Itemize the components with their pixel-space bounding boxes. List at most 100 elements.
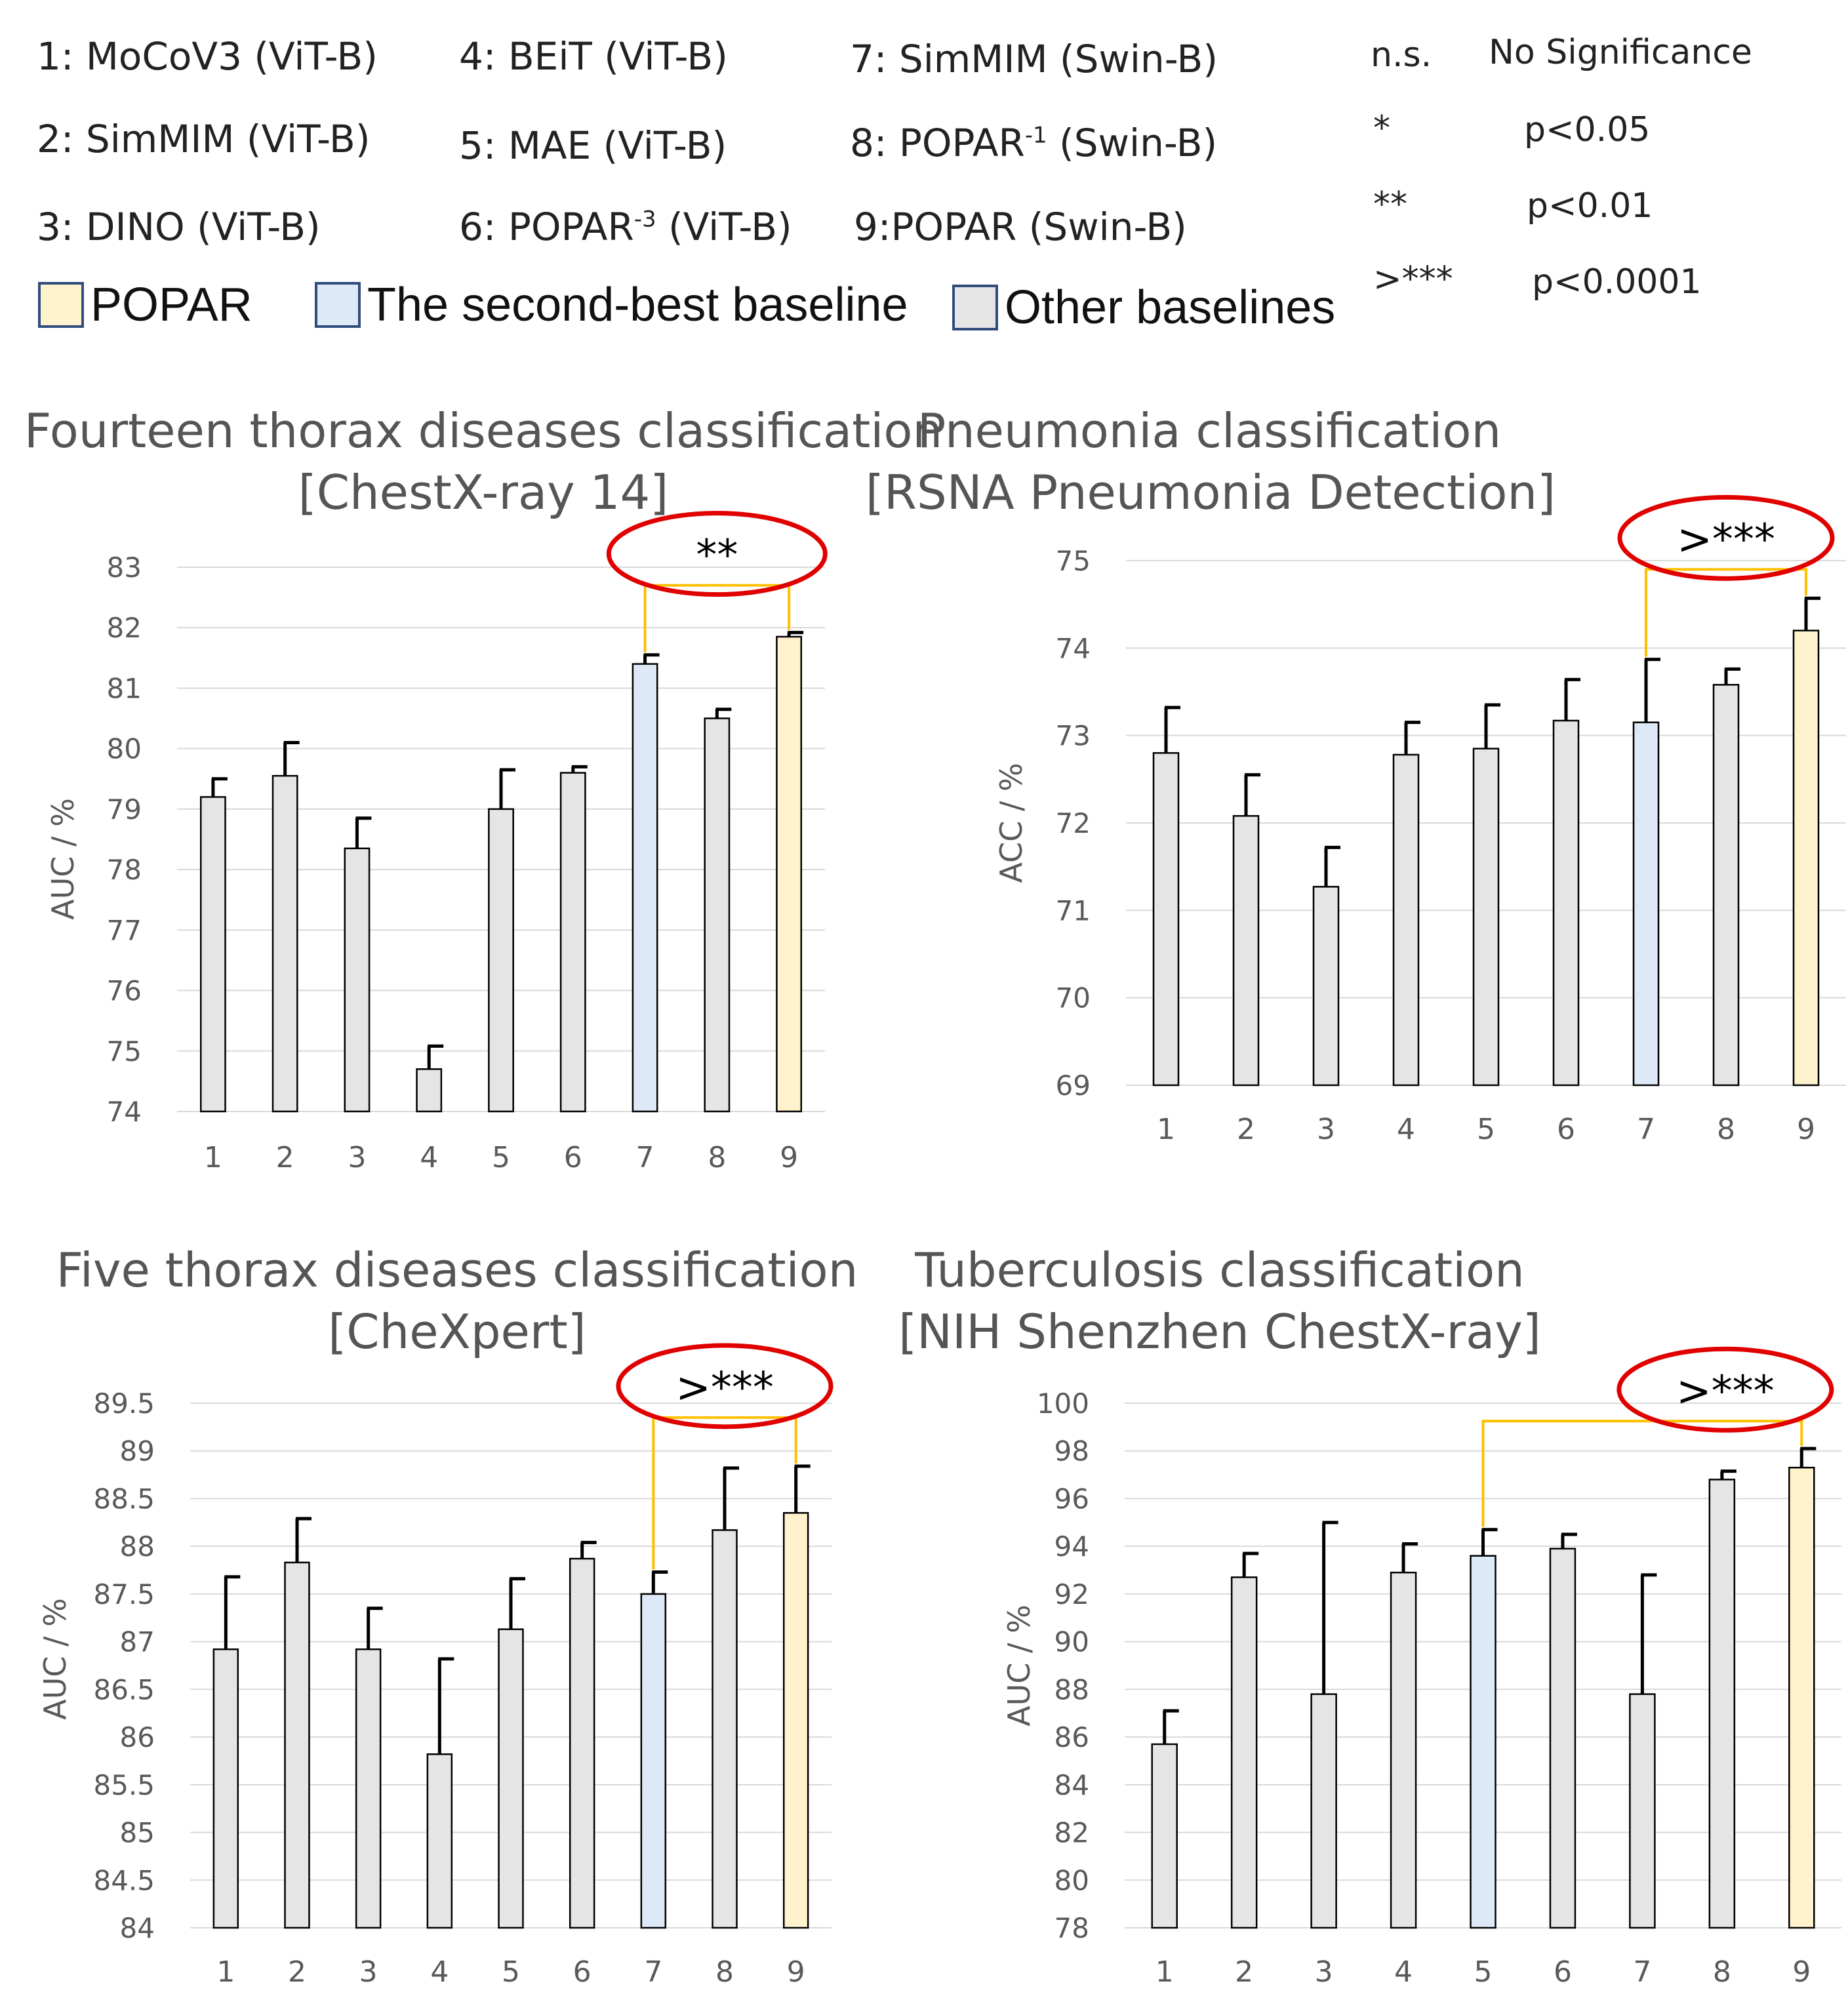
model-legend-item: 7: SimMIM (Swin-B) xyxy=(850,37,1218,81)
y-axis-label: AUC / % xyxy=(1001,1605,1037,1726)
y-tick-label: 89.5 xyxy=(93,1387,155,1420)
bar xyxy=(1470,1555,1496,1929)
x-tick-label: 8 xyxy=(715,1955,734,1989)
chart-subtitle: [ChestX-ray 14] xyxy=(298,465,669,520)
significance-symbol: * xyxy=(1373,109,1390,148)
bar xyxy=(1632,721,1660,1087)
model-legend-item: 2: SimMIM (ViT-B) xyxy=(37,117,371,161)
bar xyxy=(559,772,586,1113)
bar xyxy=(1392,753,1420,1087)
x-tick-label: 7 xyxy=(1637,1113,1655,1146)
y-tick-label: 87 xyxy=(120,1626,155,1658)
x-tick-label: 7 xyxy=(636,1141,654,1174)
y-tick-label: 85.5 xyxy=(93,1769,155,1801)
chart-title: Fourteen thorax diseases classification xyxy=(24,403,943,458)
bar xyxy=(1629,1693,1656,1929)
bar xyxy=(569,1557,595,1929)
y-tick-label: 94 xyxy=(1055,1530,1089,1563)
x-tick-label: 2 xyxy=(276,1141,294,1174)
x-tick-label: 4 xyxy=(1397,1113,1415,1146)
x-tick-label: 5 xyxy=(502,1955,520,1989)
chart-panel-rsna: Pneumonia classification [RSNA Pneumonia… xyxy=(866,400,1848,1187)
significance-bracket xyxy=(1481,1420,1803,1527)
second-best-swatch xyxy=(315,282,361,328)
y-tick-label: 70 xyxy=(1056,982,1091,1014)
bar xyxy=(1792,629,1820,1087)
x-tick-label: 8 xyxy=(1717,1113,1735,1146)
x-tick-label: 5 xyxy=(492,1141,510,1174)
chart-title: Pneumonia classification xyxy=(917,403,1502,458)
chart-title: Tuberculosis classification xyxy=(915,1243,1525,1298)
y-tick-label: 81 xyxy=(107,672,142,704)
significance-label: ** xyxy=(696,532,738,580)
chart-panel-chestxray14: Fourteen thorax diseases classification … xyxy=(0,400,942,1187)
color-key-popar: POPAR xyxy=(38,278,252,332)
y-tick-label: 80 xyxy=(107,733,142,765)
y-tick-label: 75 xyxy=(107,1035,142,1067)
x-tick-label: 2 xyxy=(1237,1113,1255,1146)
x-tick-label: 9 xyxy=(787,1955,805,1989)
y-tick-label: 90 xyxy=(1055,1626,1089,1658)
chart-panel-chexpert: Five thorax diseases classification [Che… xyxy=(0,1239,938,2015)
y-tick-label: 79 xyxy=(107,793,142,826)
x-tick-label: 8 xyxy=(1713,1955,1731,1989)
bar xyxy=(1152,752,1180,1087)
x-tick-label: 8 xyxy=(708,1141,726,1174)
bar xyxy=(632,663,658,1113)
y-tick-label: 77 xyxy=(107,914,142,946)
bar-chart: 8484.58585.58686.58787.58888.58989.5AUC … xyxy=(37,1343,834,1989)
bar xyxy=(704,717,731,1113)
chart-subtitle: [NIH Shenzhen ChestX-ray] xyxy=(898,1304,1541,1359)
model-legend-item: 6: POPAR-3 (ViT-B) xyxy=(459,205,792,249)
x-tick-label: 6 xyxy=(573,1955,592,1989)
bar xyxy=(776,635,803,1113)
x-tick-label: 3 xyxy=(359,1955,378,1989)
chart-subtitle: [RSNA Pneumonia Detection] xyxy=(865,465,1556,520)
bar xyxy=(1390,1571,1417,1929)
color-key-second-best: The second-best baseline xyxy=(315,278,908,332)
bar xyxy=(212,1648,239,1929)
significance-meaning: p<0.0001 xyxy=(1532,262,1702,302)
x-tick-label: 3 xyxy=(1317,1113,1335,1146)
x-tick-label: 1 xyxy=(204,1141,222,1174)
x-tick-label: 4 xyxy=(420,1141,438,1174)
model-legend-item: 5: MAE (ViT-B) xyxy=(459,123,727,168)
significance-symbol: n.s. xyxy=(1371,35,1432,75)
model-legend-item: 8: POPAR-1 (Swin-B) xyxy=(850,121,1218,165)
bar xyxy=(416,1068,443,1113)
bar xyxy=(1310,1693,1337,1929)
other-baselines-swatch xyxy=(952,285,998,330)
highlight-ellipse xyxy=(1617,1346,1834,1433)
chart-title: Five thorax diseases classification xyxy=(56,1243,858,1298)
x-tick-label: 1 xyxy=(1157,1113,1175,1146)
chart-panel-shenzhen: Tuberculosis classification [NIH Shenzhe… xyxy=(898,1239,1848,2015)
bar-chart: 69 70 71 72 73 74 75 ACC / % 1 2 3 4 5 6 7 8 9 >*** xyxy=(994,494,1846,1146)
x-tick-label: 1 xyxy=(216,1955,235,1989)
bar xyxy=(1708,1479,1736,1929)
y-axis-label: AUC / % xyxy=(45,798,81,920)
significance-meaning: p<0.05 xyxy=(1524,110,1651,150)
bar xyxy=(488,808,514,1113)
x-tick-label: 4 xyxy=(1394,1955,1413,1989)
bar xyxy=(1312,886,1340,1087)
y-tick-label: 82 xyxy=(107,612,142,644)
bar xyxy=(1552,719,1580,1087)
x-tick-label: 9 xyxy=(1792,1955,1811,1989)
significance-meaning: No Significance xyxy=(1489,33,1752,72)
y-tick-label: 98 xyxy=(1055,1435,1089,1467)
bar xyxy=(1151,1743,1178,1929)
y-tick-label: 86 xyxy=(1055,1721,1089,1753)
x-tick-label: 4 xyxy=(430,1955,449,1989)
model-legend-item: 1: MoCoV3 (ViT-B) xyxy=(37,34,378,79)
bar xyxy=(426,1753,453,1929)
bar xyxy=(1712,684,1740,1087)
x-tick-label: 3 xyxy=(348,1141,366,1174)
y-tick-label: 88 xyxy=(120,1530,155,1563)
model-legend-item: 4: BEiT (ViT-B) xyxy=(459,34,728,79)
bar xyxy=(712,1529,738,1929)
bar xyxy=(640,1593,667,1929)
y-tick-label: 88.5 xyxy=(93,1483,155,1515)
bar xyxy=(1232,815,1260,1087)
significance-bracket xyxy=(652,1416,797,1570)
